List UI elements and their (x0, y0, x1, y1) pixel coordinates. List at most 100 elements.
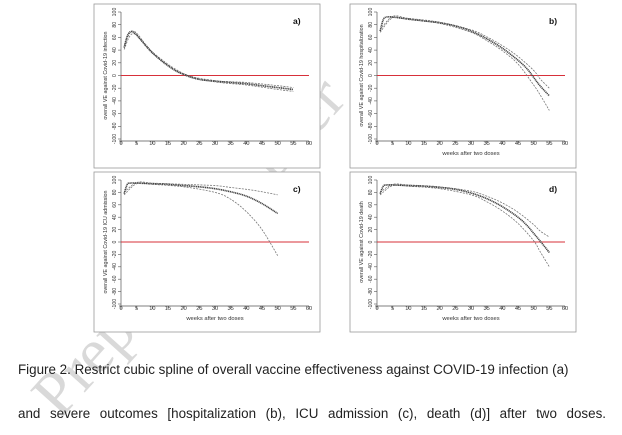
y-tick-label: -40 (112, 263, 118, 271)
panel-letter: c) (293, 184, 301, 194)
y-tick-label: -40 (112, 97, 118, 105)
x-tick-label: 0 (119, 306, 122, 312)
y-tick-label: 100 (112, 8, 118, 17)
x-tick-label: 50 (531, 306, 537, 312)
y-tick-label: -100 (112, 299, 118, 309)
x-axis-label: weeks after two doses (185, 316, 243, 322)
y-tick-label: -20 (368, 251, 374, 259)
y-axis-label: overall VE against Covid-19 ICU admissio… (103, 190, 109, 293)
ve-estimate-line (123, 182, 279, 215)
x-tick-label: 15 (165, 306, 171, 312)
y-tick-label: -80 (112, 288, 118, 296)
x-tick-label: 5 (391, 306, 394, 312)
x-tick-label: 25 (452, 306, 458, 312)
y-tick-label: 20 (112, 60, 118, 66)
x-tick-label: 35 (228, 306, 234, 312)
x-tick-label: 20 (181, 306, 187, 312)
x-tick-label: 30 (212, 141, 218, 147)
x-tick-label: 40 (499, 141, 505, 147)
y-tick-label: 80 (368, 189, 374, 195)
x-tick-label: 15 (421, 141, 427, 147)
y-tick-label: 0 (368, 240, 374, 243)
ci-upper-line (123, 181, 278, 196)
x-tick-label: 20 (181, 141, 187, 147)
panel-letter: a) (293, 16, 301, 26)
y-tick-label: 0 (112, 240, 118, 243)
x-tick-label: 55 (546, 306, 552, 312)
x-tick-label: 25 (452, 141, 458, 147)
y-tick-label: -100 (368, 299, 374, 309)
y-tick-label: 20 (368, 60, 374, 66)
x-tick-label: 5 (135, 141, 138, 147)
y-tick-label: -80 (112, 122, 118, 130)
x-tick-label: 30 (468, 141, 474, 147)
y-tick-label: -60 (368, 110, 374, 118)
x-tick-label: 35 (484, 141, 490, 147)
panel-frame (349, 171, 577, 333)
x-tick-label: 55 (290, 141, 296, 147)
y-tick-label: 100 (368, 8, 374, 17)
x-tick-label: 10 (149, 141, 155, 147)
x-tick-label: 50 (275, 141, 281, 147)
y-tick-label: -20 (368, 84, 374, 92)
x-tick-label: 20 (437, 306, 443, 312)
x-tick-label: 5 (391, 141, 394, 147)
x-tick-label: 10 (149, 306, 155, 312)
x-tick-label: 60 (306, 306, 312, 312)
panel-letter: b) (549, 16, 557, 26)
y-tick-label: 80 (112, 189, 118, 195)
panel-a: -100 -80 -60 -40 -20 0 20 40 60 80 100 0 5 10 15 20 25 30… (93, 3, 321, 169)
y-tick-label: -100 (368, 134, 374, 144)
x-tick-label: 35 (228, 141, 234, 147)
y-tick-label: 60 (112, 34, 118, 40)
x-tick-label: 45 (515, 141, 521, 147)
y-axis-label: overall VE against Covid-19 hospitalizat… (359, 24, 365, 126)
x-tick-label: 0 (119, 141, 122, 147)
x-tick-label: 10 (405, 141, 411, 147)
y-tick-label: 60 (112, 202, 118, 208)
y-tick-label: 40 (368, 47, 374, 53)
panel-frame (93, 171, 321, 333)
x-tick-label: 5 (135, 306, 138, 312)
x-tick-label: 10 (405, 306, 411, 312)
y-tick-label: -40 (368, 97, 374, 105)
x-tick-label: 35 (484, 306, 490, 312)
figure-caption-line-1: Figure 2. Restrict cubic spline of overa… (18, 362, 569, 377)
x-tick-label: 45 (515, 306, 521, 312)
x-tick-label: 40 (243, 306, 249, 312)
x-tick-label: 40 (499, 306, 505, 312)
y-tick-label: -80 (368, 288, 374, 296)
y-tick-label: -40 (368, 263, 374, 271)
x-tick-label: 25 (196, 306, 202, 312)
x-tick-label: 40 (243, 141, 249, 147)
ci-upper-line (379, 15, 550, 89)
panel-d: -100 -80 -60 -40 -20 0 20 40 60 80 100 0 5 10 15 20 25 30… (349, 171, 577, 333)
x-tick-label: 0 (375, 306, 378, 312)
figure-caption-line-2: and severe outcomes [hospitalization (b)… (18, 406, 606, 421)
y-axis-label: overall VE against Covid-19 infection (103, 31, 109, 119)
y-tick-label: 20 (112, 227, 118, 233)
y-tick-label: 80 (112, 22, 118, 28)
ve-estimate-line (379, 16, 550, 97)
x-axis-label: weeks after two doses (441, 316, 499, 322)
x-tick-label: 60 (562, 141, 568, 147)
y-tick-label: 40 (368, 214, 374, 220)
y-tick-label: -20 (112, 84, 118, 92)
panel-letter: d) (549, 184, 557, 194)
x-tick-label: 60 (562, 306, 568, 312)
x-tick-label: 45 (259, 141, 265, 147)
y-tick-label: -80 (368, 122, 374, 130)
x-tick-label: 0 (375, 141, 378, 147)
ci-upper-line (379, 183, 550, 238)
y-tick-label: 80 (368, 22, 374, 28)
y-tick-label: 100 (368, 176, 374, 185)
x-tick-label: 60 (306, 141, 312, 147)
ve-estimate-line (379, 184, 550, 254)
panel-frame (93, 3, 321, 169)
x-tick-label: 15 (421, 306, 427, 312)
y-tick-label: -60 (368, 275, 374, 283)
y-tick-label: -20 (112, 251, 118, 259)
y-tick-label: -60 (112, 110, 118, 118)
ci-lower-line (379, 16, 550, 111)
x-tick-label: 50 (531, 141, 537, 147)
